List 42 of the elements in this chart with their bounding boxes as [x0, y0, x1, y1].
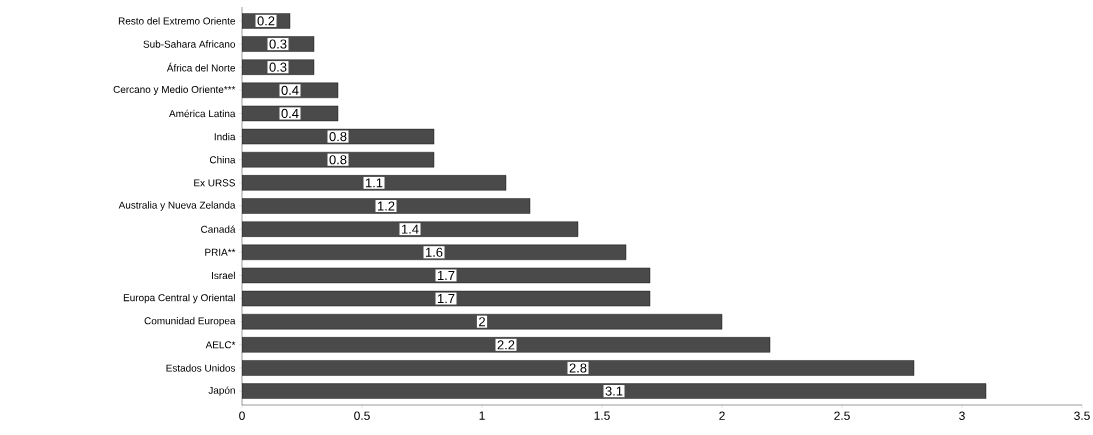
- y-tick-label: Israel: [212, 271, 235, 280]
- y-tick-label: América Latina: [169, 109, 236, 118]
- y-tick-label: Canadá: [201, 225, 236, 233]
- data-label: 1.7: [437, 294, 455, 304]
- y-tick-label: Comunidad Europea: [144, 317, 236, 327]
- y-tick-label: Resto del Extremo Oriente: [118, 17, 236, 25]
- data-label: 1.4: [401, 224, 419, 234]
- y-tick-label: Sub-Sahara Africano: [143, 40, 236, 48]
- data-label: 1.6: [425, 247, 443, 257]
- data-label: 0.3: [269, 39, 287, 49]
- x-tick-label: 2: [719, 411, 725, 420]
- y-tick-label: AELC*: [205, 341, 236, 349]
- y-tick-label: Australia y Nueva Zelanda: [118, 201, 236, 211]
- y-tick-label: Estados Unidos: [166, 364, 236, 372]
- y-tick-label: Ex URSS: [194, 179, 236, 187]
- data-label: 0.4: [281, 108, 299, 119]
- data-label: 0.2: [257, 16, 275, 26]
- y-tick-label: África del Norte: [166, 62, 236, 72]
- data-label: 2.8: [569, 363, 587, 373]
- data-label: 0.4: [281, 85, 299, 95]
- data-label: 1.7: [437, 270, 455, 280]
- y-tick-label: China: [209, 156, 236, 164]
- x-tick-label: 1: [479, 411, 485, 420]
- y-tick-label: India: [214, 132, 236, 141]
- data-label: 2: [479, 317, 485, 327]
- y-tick-label: PRIA**: [205, 248, 236, 256]
- x-tick-label: 2.5: [834, 411, 850, 420]
- data-label: 3.1: [605, 386, 623, 396]
- data-label: 0.3: [269, 62, 287, 72]
- x-tick-label: 0.5: [354, 411, 370, 420]
- x-tick-label: 3.5: [1074, 411, 1090, 420]
- x-tick-label: 3: [959, 411, 965, 420]
- data-label: 2.2: [497, 340, 515, 350]
- y-tick-label: Japón: [208, 386, 235, 396]
- data-label: 0.8: [329, 132, 347, 142]
- x-tick-label: 0: [239, 411, 245, 420]
- data-label: 0.8: [329, 155, 347, 165]
- data-label: 1.1: [365, 178, 383, 188]
- x-tick-label: 1.5: [594, 411, 610, 420]
- y-tick-label: Cercano y Medio Oriente***: [113, 85, 236, 95]
- y-tick-label: Europa Central y Oriental: [123, 293, 235, 304]
- data-label: 1.2: [377, 201, 395, 211]
